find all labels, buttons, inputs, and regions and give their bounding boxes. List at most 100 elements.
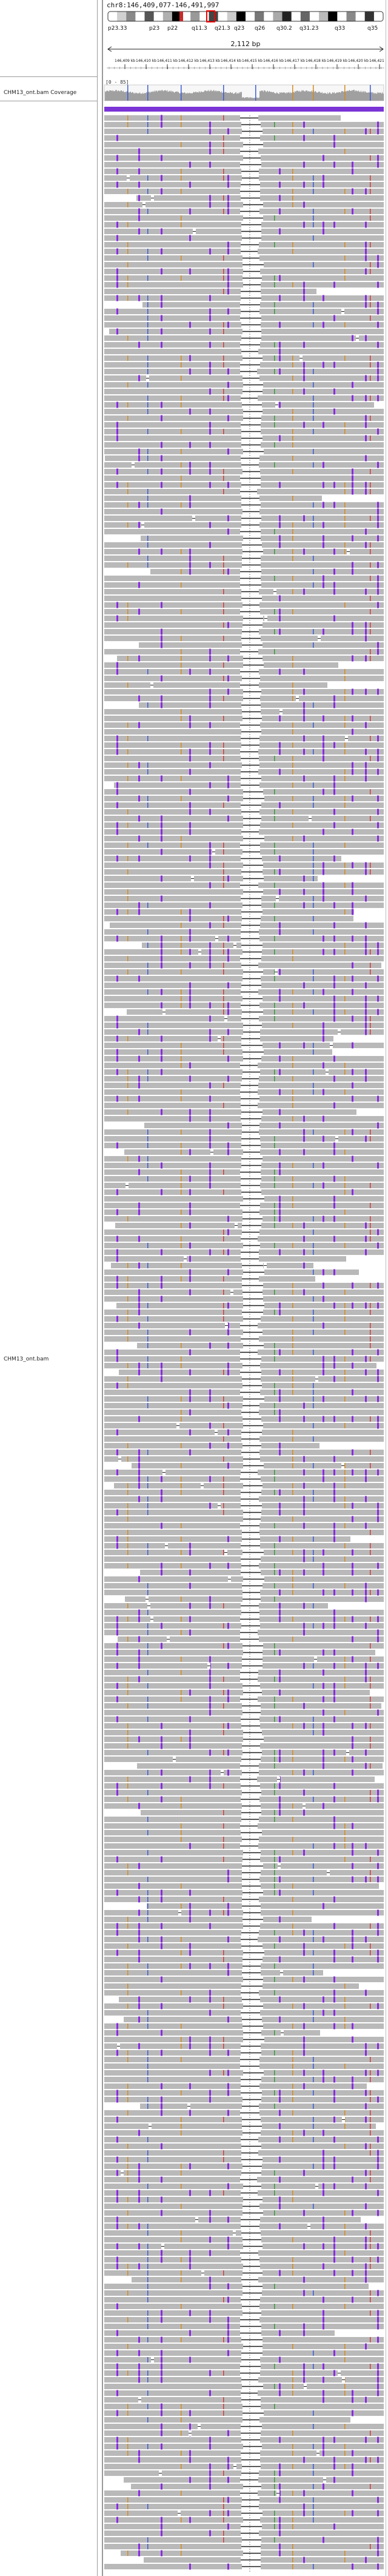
read-row[interactable]	[104, 722, 384, 728]
aligned-read[interactable]	[104, 1777, 375, 1782]
read-row[interactable]	[104, 1436, 384, 1442]
read-row[interactable]	[104, 181, 384, 188]
aligned-read[interactable]	[104, 402, 374, 408]
read-row[interactable]	[104, 708, 384, 715]
read-row[interactable]	[104, 1649, 375, 1656]
read-row[interactable]	[104, 895, 384, 902]
read-row[interactable]	[104, 662, 338, 668]
read-row[interactable]	[104, 201, 384, 208]
read-row[interactable]	[104, 1416, 384, 1422]
read-row[interactable]	[104, 475, 384, 482]
read-row[interactable]	[104, 1929, 384, 1936]
read-row[interactable]	[104, 2423, 384, 2430]
read-row[interactable]	[104, 1849, 384, 1856]
read-row[interactable]	[104, 575, 384, 582]
read-row[interactable]	[104, 422, 384, 428]
read-row[interactable]	[104, 1956, 384, 1963]
read-row[interactable]	[104, 1709, 384, 1716]
read-row[interactable]	[104, 595, 384, 602]
read-row[interactable]	[104, 1329, 384, 1336]
read-row[interactable]	[104, 1582, 384, 1589]
read-row[interactable]	[104, 1703, 381, 1709]
aligned-read[interactable]	[144, 1123, 384, 1128]
read-row[interactable]	[104, 435, 384, 442]
read-row[interactable]	[104, 1102, 384, 1109]
read-row[interactable]	[104, 1015, 384, 1022]
aligned-read[interactable]	[140, 2104, 384, 2109]
read-row[interactable]	[104, 1216, 384, 1222]
read-row[interactable]	[104, 2403, 384, 2410]
read-row[interactable]	[104, 1002, 384, 1009]
read-row[interactable]	[104, 1656, 384, 1663]
read-row[interactable]	[104, 648, 384, 655]
aligned-read[interactable]	[104, 2330, 335, 2336]
read-row[interactable]	[104, 281, 384, 288]
read-row[interactable]	[104, 495, 322, 502]
read-row[interactable]	[104, 2323, 384, 2330]
read-row[interactable]	[104, 995, 384, 1002]
read-row[interactable]	[104, 1309, 384, 1316]
read-row[interactable]	[104, 2063, 384, 2069]
read-row[interactable]	[104, 768, 384, 775]
read-row[interactable]	[104, 2043, 384, 2050]
read-row[interactable]	[104, 862, 384, 869]
read-row[interactable]	[104, 1075, 384, 1082]
read-row[interactable]	[104, 582, 384, 588]
read-row[interactable]	[104, 2356, 384, 2363]
read-row[interactable]	[104, 2537, 384, 2543]
aligned-read[interactable]	[142, 943, 384, 948]
read-row[interactable]	[104, 2163, 384, 2170]
read-row[interactable]	[104, 2076, 384, 2083]
read-row[interactable]	[104, 2417, 350, 2423]
read-row[interactable]	[104, 1349, 384, 1356]
read-row[interactable]	[104, 155, 384, 161]
read-row[interactable]	[104, 2290, 384, 2296]
aligned-read[interactable]	[137, 1763, 383, 1769]
read-row[interactable]	[104, 341, 384, 348]
read-row[interactable]	[104, 2136, 384, 2143]
read-row[interactable]	[104, 1876, 384, 1883]
read-row[interactable]	[104, 375, 384, 382]
read-row[interactable]	[104, 321, 384, 328]
read-row[interactable]	[104, 1789, 384, 1796]
read-row[interactable]	[104, 1189, 384, 1196]
read-row[interactable]	[104, 208, 384, 215]
read-row[interactable]	[104, 1282, 384, 1289]
read-row[interactable]	[104, 1155, 384, 1162]
read-row[interactable]	[104, 1382, 384, 1389]
read-row[interactable]	[104, 2430, 384, 2436]
read-row[interactable]	[104, 2143, 384, 2150]
read-row[interactable]	[104, 1909, 384, 1916]
read-row[interactable]	[104, 2123, 376, 2130]
read-row[interactable]	[104, 2517, 384, 2523]
aligned-read[interactable]	[104, 115, 341, 121]
aligned-read[interactable]	[104, 1883, 379, 1889]
read-row[interactable]	[104, 2523, 384, 2530]
read-row[interactable]	[104, 955, 384, 962]
read-row[interactable]	[132, 1462, 384, 1469]
read-row[interactable]	[104, 889, 384, 895]
read-row[interactable]	[104, 1496, 384, 1502]
read-row[interactable]	[104, 1723, 384, 1729]
read-row[interactable]	[104, 1896, 384, 1903]
aligned-read[interactable]	[140, 1570, 384, 1575]
read-row[interactable]	[150, 568, 384, 575]
read-row[interactable]	[104, 1182, 384, 1189]
read-row[interactable]	[104, 1542, 384, 1549]
read-row[interactable]	[104, 2250, 384, 2256]
aligned-read[interactable]	[104, 2124, 376, 2129]
read-row[interactable]	[104, 121, 384, 128]
read-row[interactable]	[104, 2390, 384, 2396]
read-row[interactable]	[104, 382, 384, 388]
aligned-read[interactable]	[142, 302, 384, 308]
read-row[interactable]	[104, 1769, 384, 1776]
read-row[interactable]	[104, 255, 384, 261]
read-row[interactable]	[104, 989, 384, 995]
read-row[interactable]	[104, 1716, 384, 1723]
read-row[interactable]	[137, 1763, 383, 1769]
read-row[interactable]	[104, 748, 384, 755]
read-row[interactable]	[104, 2503, 384, 2510]
read-row[interactable]	[104, 1843, 384, 1849]
read-row[interactable]	[104, 2210, 384, 2216]
read-row[interactable]	[104, 949, 384, 955]
